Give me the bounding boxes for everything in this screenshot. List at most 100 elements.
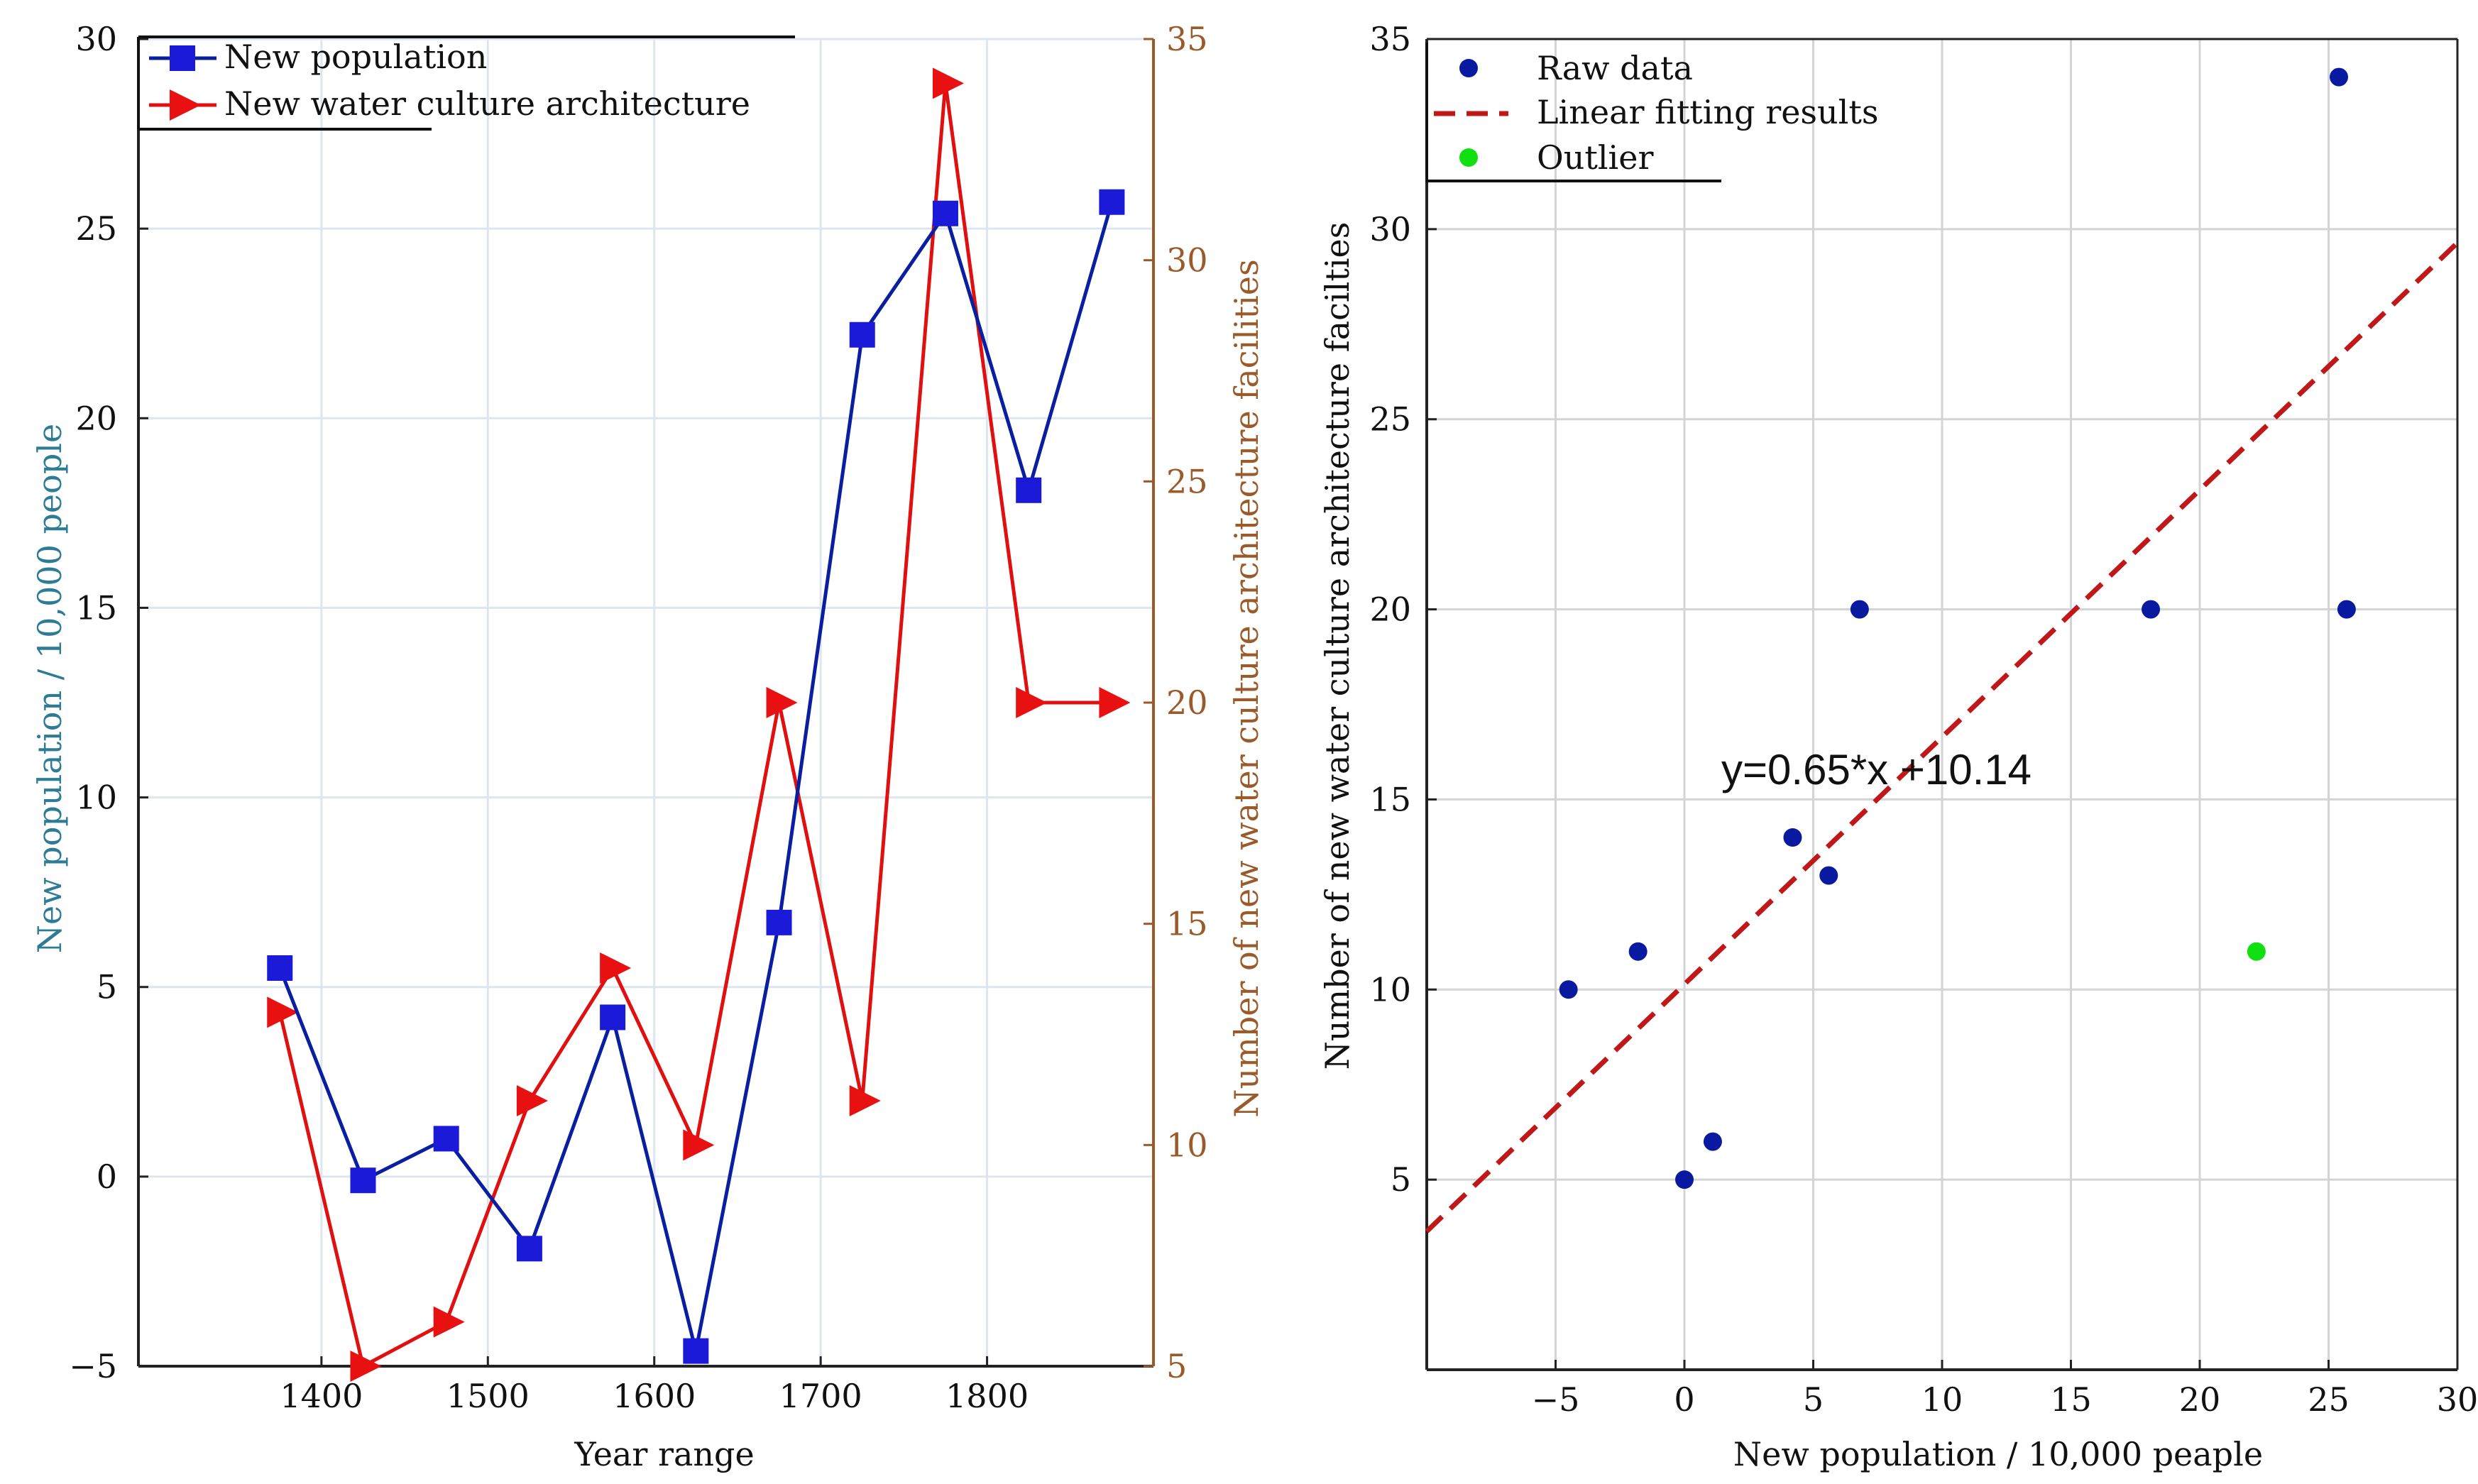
legend-population-marker xyxy=(170,45,195,71)
water-architecture-marker xyxy=(1099,687,1131,718)
right-y-tick-label: 5 xyxy=(1166,1347,1187,1385)
population-marker xyxy=(1099,189,1125,215)
population-marker xyxy=(1016,477,1042,503)
right-y-tick-label: 15 xyxy=(1166,905,1208,943)
raw-data-point xyxy=(1783,828,1802,847)
legend-population-label: New population xyxy=(224,38,487,76)
right-chart-x-tick-label: 30 xyxy=(2437,1380,2478,1419)
right-chart-y-tick-label: 30 xyxy=(1369,210,1411,248)
legend-item-linear-fit: Linear fitting results xyxy=(1434,93,1878,131)
raw-data-point xyxy=(1703,1132,1722,1151)
right-y-tick-label: 10 xyxy=(1166,1126,1208,1164)
population-marker xyxy=(849,321,875,348)
population-marker xyxy=(350,1167,376,1194)
left-chart-x-tick-label: 1500 xyxy=(446,1377,530,1415)
right-chart-x-tick-label: 0 xyxy=(1674,1380,1694,1419)
right-chart: −5 0 5 10 15 20 25 30 5 10 15 20 25 30 35 y=0.65*x +1… xyxy=(1318,20,2478,1473)
legend-water-marker xyxy=(170,89,201,121)
left-chart-y-tick-label: 5 xyxy=(97,968,117,1006)
right-y-tick-label: 20 xyxy=(1166,683,1208,722)
legend-item-outlier: Outlier xyxy=(1459,138,1653,177)
right-y-tick-label: 25 xyxy=(1166,462,1208,500)
population-marker xyxy=(766,909,792,935)
right-y-tick-label: 35 xyxy=(1166,20,1208,58)
right-chart-x-tick-label: −5 xyxy=(1532,1380,1580,1419)
water-architecture-marker xyxy=(683,1129,715,1161)
population-marker xyxy=(600,1004,626,1030)
left-chart-x-tick-label: 1800 xyxy=(945,1377,1029,1415)
right-chart-y-tick-label: 35 xyxy=(1369,20,1411,58)
water-architecture-marker xyxy=(267,996,299,1028)
right-chart-x-tick-label: 25 xyxy=(2308,1380,2350,1419)
water-architecture-marker xyxy=(516,1085,548,1116)
right-chart-legend: Raw data Linear fitting results Outlier xyxy=(1425,43,1878,182)
left-chart-x-tick-label: 1700 xyxy=(779,1377,862,1415)
right-chart-grid xyxy=(1427,39,2457,1370)
left-chart-y-tick-label: 0 xyxy=(97,1158,117,1196)
right-chart-x-tick-label: 5 xyxy=(1803,1380,1824,1419)
right-chart-x-tick-label: 20 xyxy=(2179,1380,2221,1419)
right-chart-points xyxy=(1559,67,2356,1189)
legend-raw-label: Raw data xyxy=(1537,49,1693,87)
population-marker xyxy=(267,955,293,981)
population-marker xyxy=(433,1126,459,1152)
raw-data-point xyxy=(1559,980,1578,999)
raw-data-point xyxy=(1819,866,1838,885)
right-chart-x-tick-label: 10 xyxy=(1921,1380,1963,1419)
water-architecture-marker xyxy=(600,952,632,984)
right-chart-fit xyxy=(1425,241,2460,1233)
right-chart-y-tick-label: 5 xyxy=(1391,1160,1411,1199)
left-chart-x-ticks: 1400 1500 1600 1700 1800 xyxy=(280,1356,1029,1415)
raw-data-point xyxy=(1628,942,1648,961)
legend-outlier-label: Outlier xyxy=(1537,138,1653,177)
left-chart: 1400 1500 1600 1700 1800 −5 0 5 10 15 20 25 30 5 10 1… xyxy=(31,20,1266,1473)
right-chart-y-axis-label: Number of new water culture architecture… xyxy=(1318,222,1356,1070)
population-marker xyxy=(683,1338,709,1364)
left-chart-y-tick-label: 10 xyxy=(75,779,117,817)
water-architecture-marker xyxy=(433,1306,465,1338)
right-chart-y-tick-label: 10 xyxy=(1369,970,1411,1008)
water-architecture-marker xyxy=(849,1085,881,1116)
left-chart-y-tick-label: 15 xyxy=(75,588,117,627)
outlier-point xyxy=(2247,942,2266,961)
right-chart-x-axis-label: New population / 10,000 peaple xyxy=(1733,1435,2263,1473)
left-legend-frame xyxy=(137,35,795,131)
right-chart-y-tick-label: 25 xyxy=(1369,400,1411,439)
water-architecture-marker xyxy=(766,687,798,718)
water-architecture-marker xyxy=(932,67,964,99)
left-chart-x-tick-label: 1600 xyxy=(613,1377,696,1415)
legend-fit-label: Linear fitting results xyxy=(1537,93,1878,131)
legend-item-new-population: New population xyxy=(149,38,487,76)
legend-water-label: New water culture architecture xyxy=(224,84,750,123)
raw-data-point xyxy=(1850,600,1869,619)
left-chart-y-tick-label: 25 xyxy=(75,209,117,248)
population-marker xyxy=(516,1236,542,1262)
left-chart-x-axis-label: Year range xyxy=(574,1435,754,1473)
left-chart-y-tick-label: 20 xyxy=(75,399,117,437)
right-chart-fit-equation: y=0.65*x +10.14 xyxy=(1721,746,2032,793)
left-chart-y-tick-label: −5 xyxy=(69,1347,117,1385)
population-marker xyxy=(932,200,958,226)
left-chart-grid xyxy=(138,38,1153,1366)
legend-outlier-marker xyxy=(1459,148,1478,167)
right-chart-y-tick-label: 15 xyxy=(1369,780,1411,818)
linear-fit-line xyxy=(1425,241,2460,1233)
legend-item-raw-data: Raw data xyxy=(1459,49,1693,87)
left-chart-right-axis-label: Number of new water culture architecture… xyxy=(1227,259,1266,1117)
water-architecture-marker xyxy=(350,1351,382,1382)
right-chart-x-tick-label: 15 xyxy=(2050,1380,2092,1419)
legend-item-new-water-architecture: New water culture architecture xyxy=(149,84,750,123)
raw-data-point xyxy=(2142,600,2161,619)
raw-data-point xyxy=(2330,67,2349,87)
legend-raw-marker xyxy=(1459,59,1478,77)
right-legend-frame xyxy=(1425,43,1721,182)
raw-data-point xyxy=(1675,1170,1694,1189)
left-chart-left-axis-label: New population / 10,000 people xyxy=(31,424,69,953)
left-chart-legend: New population New water culture archite… xyxy=(137,35,795,131)
left-chart-series xyxy=(267,67,1131,1382)
left-chart-y-tick-label: 30 xyxy=(75,20,117,58)
right-chart-y-tick-label: 20 xyxy=(1369,590,1411,629)
water-architecture-marker xyxy=(1016,687,1048,718)
